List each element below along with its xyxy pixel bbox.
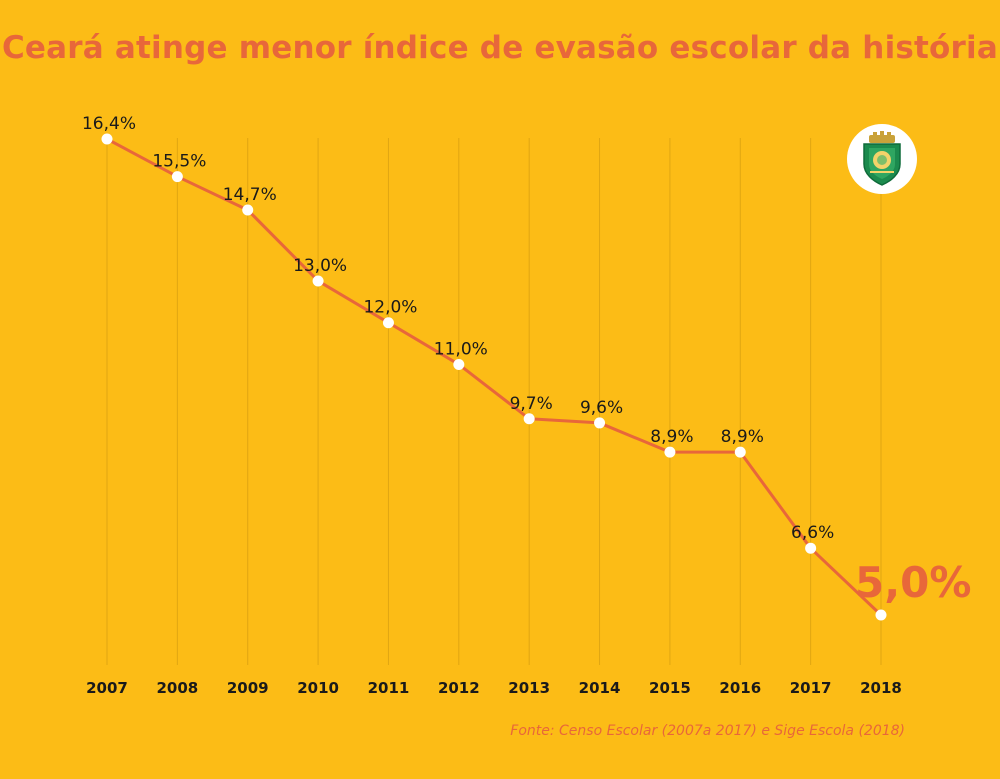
data-label-2017: 6,6% bbox=[791, 523, 834, 543]
x-axis-ticks: 2007 2008 2009 2010 2011 2012 2013 2014 2015 2016… bbox=[86, 679, 902, 697]
x-tick-label-2008: 2008 bbox=[156, 679, 198, 697]
x-tick-label-2011: 2011 bbox=[368, 679, 410, 697]
data-point-2016 bbox=[734, 446, 746, 458]
ceara-coat-of-arms-logo bbox=[847, 124, 917, 194]
data-point-2013 bbox=[523, 413, 535, 425]
series-line bbox=[106, 137, 883, 617]
x-tick-label-2007: 2007 bbox=[86, 679, 128, 697]
data-label-2018: 5,0% bbox=[855, 558, 971, 607]
data-point-2011 bbox=[382, 317, 394, 329]
data-label-2007: 16,4% bbox=[82, 114, 136, 134]
data-point-2009 bbox=[242, 204, 254, 216]
ceara-coat-of-arms-icon bbox=[863, 131, 901, 186]
x-tick-label-2017: 2017 bbox=[790, 679, 832, 697]
x-tick-label-2009: 2009 bbox=[227, 679, 269, 697]
data-point-2007 bbox=[101, 133, 113, 145]
data-label-2010: 13,0% bbox=[293, 256, 347, 276]
data-label-2016: 8,9% bbox=[721, 427, 764, 447]
grid-lines bbox=[106, 138, 882, 665]
data-label-2012: 11,0% bbox=[434, 339, 488, 359]
data-point-2015 bbox=[664, 446, 676, 458]
data-point-2012 bbox=[453, 358, 465, 370]
x-tick-label-2014: 2014 bbox=[579, 679, 621, 697]
x-tick-label-2013: 2013 bbox=[508, 679, 550, 697]
data-points bbox=[101, 133, 887, 621]
data-label-2013: 9,7% bbox=[510, 394, 553, 414]
x-tick-label-2010: 2010 bbox=[297, 679, 339, 697]
data-point-2008 bbox=[171, 171, 183, 183]
source-note: Fonte: Censo Escolar (2007a 2017) e Sige… bbox=[510, 723, 905, 739]
data-label-2008: 15,5% bbox=[152, 152, 206, 172]
data-point-2014 bbox=[594, 417, 606, 429]
chart-title: Ceará atinge menor índice de evasão esco… bbox=[1, 30, 998, 66]
data-labels: 16,4% 15,5% 14,7% 13,0% 12,0% 11,0% 9,7% 9,6% 8,… bbox=[82, 114, 971, 607]
data-label-2015: 8,9% bbox=[650, 427, 693, 447]
x-tick-label-2012: 2012 bbox=[438, 679, 480, 697]
x-tick-label-2018: 2018 bbox=[860, 679, 902, 697]
x-tick-label-2016: 2016 bbox=[719, 679, 761, 697]
x-tick-label-2015: 2015 bbox=[649, 679, 691, 697]
data-label-2014: 9,6% bbox=[580, 398, 623, 418]
data-point-2018 bbox=[875, 609, 887, 621]
data-label-2011: 12,0% bbox=[363, 298, 417, 318]
evasao-line bbox=[106, 137, 883, 617]
data-point-2010 bbox=[312, 275, 324, 287]
data-point-2017 bbox=[805, 542, 817, 554]
data-label-2009: 14,7% bbox=[223, 185, 277, 205]
